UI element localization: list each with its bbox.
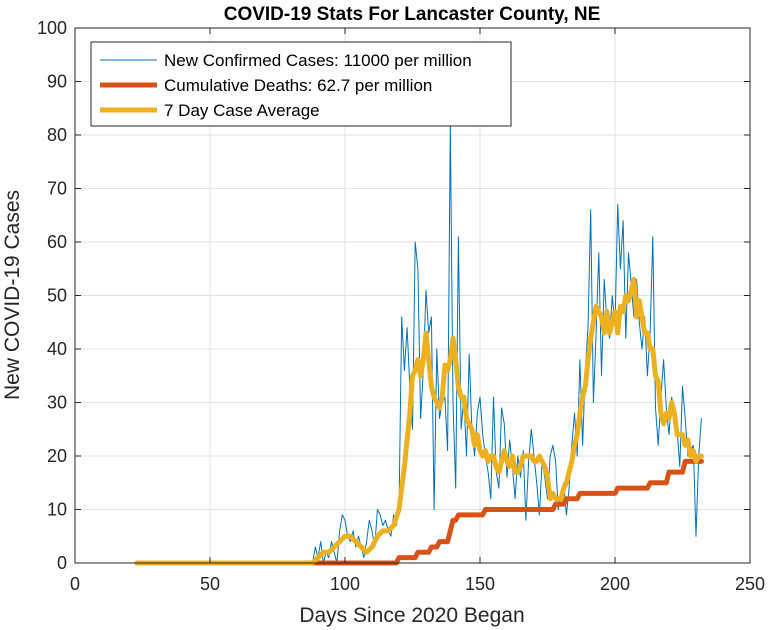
series-lines — [134, 123, 704, 566]
x-tick-label: 150 — [465, 574, 495, 594]
y-tick-label: 30 — [47, 393, 67, 413]
y-tick-label: 50 — [47, 286, 67, 306]
y-tick-label: 100 — [37, 18, 67, 38]
legend-entry-2: Cumulative Deaths: 62.7 per million — [164, 76, 432, 95]
y-tick-label: 10 — [47, 500, 67, 520]
y-tick-label: 80 — [47, 125, 67, 145]
y-tick-label: 0 — [57, 553, 67, 573]
y-tick-label: 40 — [47, 339, 67, 359]
chart-title: COVID-19 Stats For Lancaster County, NE — [224, 4, 601, 25]
x-tick-label: 100 — [330, 574, 360, 594]
axis-ticks: 0 50 100 150 200 250 0 10 20 30 40 50 60 70 80 90 100 — [37, 18, 765, 594]
y-tick-label: 20 — [47, 446, 67, 466]
y-tick-label: 70 — [47, 179, 67, 199]
x-tick-label: 200 — [600, 574, 630, 594]
x-axis-label: Days Since 2020 Began — [299, 604, 524, 627]
x-tick-label: 0 — [70, 574, 80, 594]
legend-entry-1: New Confirmed Cases: 11000 per million — [164, 51, 472, 70]
y-axis-label: New COVID-19 Cases — [1, 190, 24, 400]
y-tick-label: 60 — [47, 232, 67, 252]
y-tick-label: 90 — [47, 72, 67, 92]
x-tick-label: 250 — [735, 574, 765, 594]
series-line-3 — [134, 276, 704, 566]
legend-box — [90, 41, 512, 127]
series-line-2 — [134, 458, 704, 566]
legend-entry-3: 7 Day Case Average — [164, 101, 320, 120]
legend: New Confirmed Cases: 11000 per million Cu… — [90, 41, 512, 127]
x-tick-label: 50 — [200, 574, 220, 594]
